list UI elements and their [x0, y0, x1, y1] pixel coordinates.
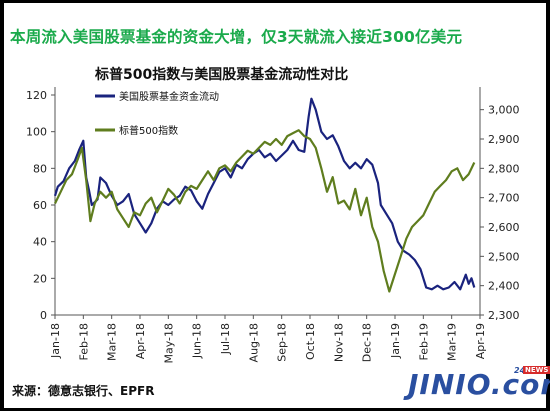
series-layer: [53, 97, 476, 293]
y-left-tick-label: 40: [33, 236, 47, 249]
y-left-tick-label: 60: [33, 199, 47, 212]
chart-axes: 0 20 40 60 80 100 120 2,300 2,400 2,500 2,600 2,700…: [26, 87, 520, 364]
y-right-tick-label: 2,900: [488, 133, 520, 146]
y-left-tick-label: 120: [26, 89, 47, 102]
x-tick-label: Jan-19: [389, 323, 402, 359]
x-tick-label: Mar-19: [446, 323, 459, 361]
x-tick-label: Mar-18: [106, 323, 119, 361]
x-tick-label: Apr-18: [134, 323, 147, 359]
logo-badge-news: NEWS: [523, 366, 550, 374]
fund-flow-line: [53, 97, 476, 291]
y-right-tick-label: 3,000: [488, 104, 520, 117]
x-tick-label: Oct-18: [304, 323, 317, 360]
y-left-tick-label: 0: [40, 309, 47, 322]
x-tick-label: Feb-19: [417, 323, 430, 360]
site-logo: JINIO.com 24 NEWS: [408, 366, 550, 404]
x-tick-label: Jan-18: [49, 323, 62, 359]
source-note: 来源：德意志银行、EPFR: [12, 384, 155, 398]
y-right-tick-label: 2,400: [488, 280, 520, 293]
sp500-line: [54, 129, 476, 293]
x-tick-label: Nov-18: [332, 323, 345, 362]
x-tick-label: Apr-19: [474, 323, 487, 359]
y-left-tick-label: 100: [26, 126, 47, 139]
x-tick-label: Jun-18: [191, 323, 204, 359]
x-tick-label: Dec-18: [361, 323, 374, 362]
y-right-tick-label: 2,600: [488, 221, 520, 234]
x-tick-label: Aug-18: [247, 323, 260, 362]
x-tick-label: Jul-18: [219, 323, 232, 355]
y-right-tick-label: 2,700: [488, 192, 520, 205]
headline: 本周流入美国股票基金的资金大增，仅3天就流入接近300亿美元: [10, 28, 463, 46]
legend-label-sp500: 标普500指数: [119, 124, 178, 137]
y-right-tick-label: 2,300: [488, 309, 520, 322]
logo-badge-number: 24: [514, 366, 526, 375]
y-right-tick-label: 2,800: [488, 162, 520, 175]
chart-title: 标普500指数与美国股票基金流动性对比: [95, 67, 349, 83]
x-tick-label: Sep-18: [276, 323, 289, 362]
legend-label-fund-flow: 美国股票基金资金流动: [119, 90, 219, 103]
x-tick-label: Feb-18: [77, 323, 90, 360]
y-left-tick-label: 80: [33, 162, 47, 175]
y-left-tick-label: 20: [33, 272, 47, 285]
x-tick-label: May-18: [162, 323, 175, 364]
y-right-tick-label: 2,500: [488, 250, 520, 263]
